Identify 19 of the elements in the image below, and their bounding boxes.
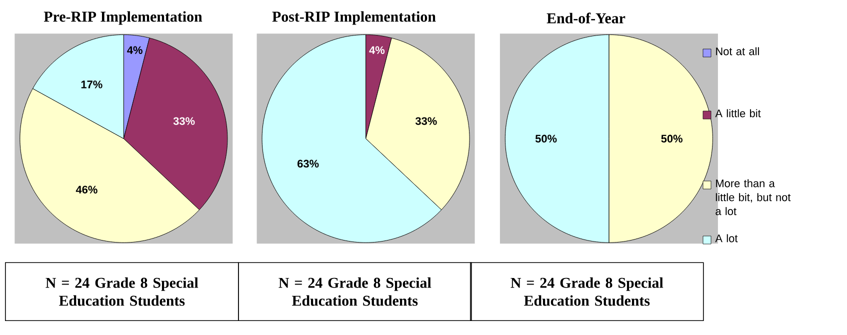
chart-title: Post-RIP Implementation [272, 11, 436, 25]
chart-title: End-of-Year [546, 12, 626, 24]
text: N = 24 Grade 8 Special Education Students [46, 277, 198, 306]
data-label: 33% [173, 117, 195, 125]
data-label: 46% [76, 186, 98, 194]
legend-label: A lot [715, 234, 738, 242]
data-label: 50% [661, 134, 682, 143]
legend-label: More than a little bit, but not a lot [716, 179, 791, 216]
data-label: 4% [127, 46, 142, 54]
text: N = 24 Grade 8 Special Education Students [278, 277, 432, 306]
data-label: 63% [298, 160, 319, 168]
data-label: 33% [415, 117, 437, 125]
data-label: 17% [81, 80, 102, 88]
data-label: 4% [369, 46, 385, 54]
legend-label: Not at all [716, 47, 759, 56]
chart-title: Pre-RIP Implementation [44, 11, 202, 25]
text: N = 24 Grade 8 Special Education Students [510, 277, 664, 306]
data-label: 50% [535, 134, 557, 143]
legend-label: A little bit [715, 109, 761, 118]
